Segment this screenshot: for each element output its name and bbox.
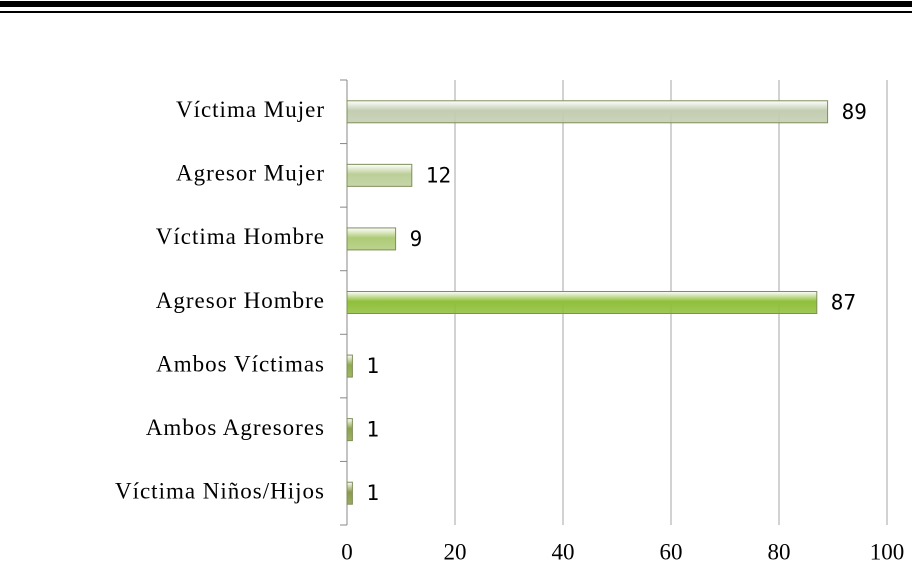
x-tick-label: 0 bbox=[341, 539, 353, 564]
y-tick-label: Víctima Mujer bbox=[176, 97, 325, 122]
x-tick-label: 100 bbox=[870, 539, 905, 564]
bar bbox=[346, 418, 353, 442]
top-border-thin bbox=[0, 11, 912, 13]
bar bbox=[346, 481, 353, 505]
value-label: 1 bbox=[366, 418, 379, 442]
bar bbox=[346, 100, 829, 124]
y-tick-label: Ambos Agresores bbox=[146, 415, 325, 440]
bar bbox=[346, 291, 818, 314]
value-label: 12 bbox=[426, 163, 451, 187]
y-tick-label: Víctima Hombre bbox=[156, 224, 325, 249]
top-border bbox=[0, 1, 912, 7]
y-tick-label: Agresor Mujer bbox=[176, 161, 325, 186]
y-tick-label: Agresor Hombre bbox=[156, 288, 325, 313]
value-label: 87 bbox=[831, 291, 856, 315]
bar bbox=[346, 227, 397, 251]
value-label: 1 bbox=[366, 354, 379, 378]
y-tick-label: Víctima Niños/Hijos bbox=[115, 478, 325, 503]
bar bbox=[346, 354, 353, 378]
value-label: 89 bbox=[842, 100, 867, 124]
x-tick-label: 60 bbox=[660, 539, 683, 564]
y-tick-label: Ambos Víctimas bbox=[156, 351, 325, 376]
value-label: 1 bbox=[366, 481, 379, 505]
x-tick-label: 20 bbox=[444, 539, 467, 564]
value-label: 9 bbox=[410, 227, 423, 251]
x-tick-label: 40 bbox=[552, 539, 575, 564]
x-tick-label: 80 bbox=[768, 539, 791, 564]
bar bbox=[346, 163, 413, 187]
